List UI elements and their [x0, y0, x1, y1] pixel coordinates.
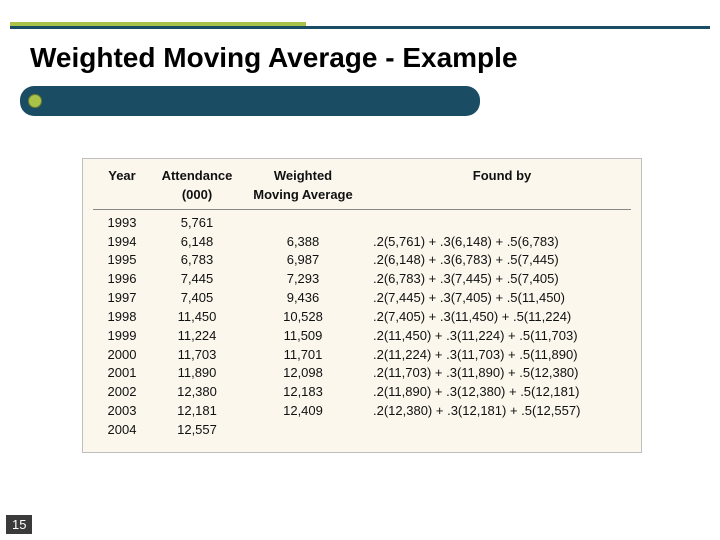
col-attendance: Attendance(000) — [151, 167, 243, 210]
cell-year: 1993 — [93, 214, 151, 233]
cell-year: 1999 — [93, 327, 151, 346]
cell-year: 1996 — [93, 270, 151, 289]
table-row: 19977,4059,436.2(7,445) + .3(7,405) + .5… — [93, 289, 631, 308]
cell-attendance: 11,450 — [151, 308, 243, 327]
col-wma: WeightedMoving Average — [243, 167, 363, 210]
cell-wma: 11,509 — [243, 327, 363, 346]
cell-year: 2000 — [93, 346, 151, 365]
table-row: 199811,45010,528.2(7,405) + .3(11,450) +… — [93, 308, 631, 327]
cell-year: 1998 — [93, 308, 151, 327]
data-table: Year Attendance(000) WeightedMoving Aver… — [82, 158, 642, 438]
col-foundby: Found by — [363, 167, 631, 210]
col-year: Year — [93, 167, 151, 210]
table-row: 199911,22411,509.2(11,450) + .3(11,224) … — [93, 327, 631, 346]
page-number: 15 — [6, 515, 32, 534]
cell-foundby — [363, 421, 631, 440]
cell-year: 2003 — [93, 402, 151, 421]
table-row: 200412,557 — [93, 421, 631, 440]
cell-year: 1994 — [93, 233, 151, 252]
cell-wma: 10,528 — [243, 308, 363, 327]
slide: Weighted Moving Average - Example Year A… — [0, 0, 720, 540]
cell-attendance: 5,761 — [151, 214, 243, 233]
cell-wma — [243, 214, 363, 233]
cell-foundby: .2(7,405) + .3(11,450) + .5(11,224) — [363, 308, 631, 327]
cell-foundby: .2(11,450) + .3(11,224) + .5(11,703) — [363, 327, 631, 346]
table-header: Year Attendance(000) WeightedMoving Aver… — [93, 167, 631, 210]
cell-attendance: 11,703 — [151, 346, 243, 365]
cell-wma: 12,409 — [243, 402, 363, 421]
cell-attendance: 7,405 — [151, 289, 243, 308]
cell-attendance: 7,445 — [151, 270, 243, 289]
cell-year: 2002 — [93, 383, 151, 402]
title-bar — [20, 86, 480, 116]
cell-foundby: .2(11,890) + .3(12,380) + .5(12,181) — [363, 383, 631, 402]
col-label: Found by — [473, 168, 532, 183]
cell-wma: 6,987 — [243, 251, 363, 270]
cell-year: 2001 — [93, 364, 151, 383]
cell-wma: 6,388 — [243, 233, 363, 252]
cell-wma: 9,436 — [243, 289, 363, 308]
col-label: Year — [108, 168, 135, 183]
table-row: 19967,4457,293.2(6,783) + .3(7,445) + .5… — [93, 270, 631, 289]
cell-year: 2004 — [93, 421, 151, 440]
top-rule — [10, 26, 710, 29]
cell-foundby: .2(7,445) + .3(7,405) + .5(11,450) — [363, 289, 631, 308]
table-row: 200312,18112,409.2(12,380) + .3(12,181) … — [93, 402, 631, 421]
cell-wma: 11,701 — [243, 346, 363, 365]
cell-foundby — [363, 214, 631, 233]
cell-attendance: 11,890 — [151, 364, 243, 383]
table-row: 200011,70311,701.2(11,224) + .3(11,703) … — [93, 346, 631, 365]
cell-attendance: 11,224 — [151, 327, 243, 346]
cell-year: 1995 — [93, 251, 151, 270]
cell-foundby: .2(6,148) + .3(6,783) + .5(7,445) — [363, 251, 631, 270]
cell-wma: 12,098 — [243, 364, 363, 383]
bullet-dot-icon — [28, 94, 42, 108]
cell-foundby: .2(12,380) + .3(12,181) + .5(12,557) — [363, 402, 631, 421]
cell-attendance: 12,557 — [151, 421, 243, 440]
cell-wma: 12,183 — [243, 383, 363, 402]
table-body: 19935,76119946,1486,388.2(5,761) + .3(6,… — [93, 214, 631, 440]
cell-foundby: .2(5,761) + .3(6,148) + .5(6,783) — [363, 233, 631, 252]
cell-foundby: .2(11,703) + .3(11,890) + .5(12,380) — [363, 364, 631, 383]
cell-wma — [243, 421, 363, 440]
cell-attendance: 12,181 — [151, 402, 243, 421]
cell-attendance: 6,148 — [151, 233, 243, 252]
table-row: 19946,1486,388.2(5,761) + .3(6,148) + .5… — [93, 233, 631, 252]
cell-wma: 7,293 — [243, 270, 363, 289]
cell-attendance: 12,380 — [151, 383, 243, 402]
table-row: 19956,7836,987.2(6,148) + .3(6,783) + .5… — [93, 251, 631, 270]
cell-attendance: 6,783 — [151, 251, 243, 270]
page-title: Weighted Moving Average - Example — [30, 42, 518, 74]
cell-foundby: .2(6,783) + .3(7,445) + .5(7,405) — [363, 270, 631, 289]
cell-year: 1997 — [93, 289, 151, 308]
cell-foundby: .2(11,224) + .3(11,703) + .5(11,890) — [363, 346, 631, 365]
table-row: 200212,38012,183.2(11,890) + .3(12,380) … — [93, 383, 631, 402]
table-row: 200111,89012,098.2(11,703) + .3(11,890) … — [93, 364, 631, 383]
table-inner: Year Attendance(000) WeightedMoving Aver… — [82, 158, 642, 453]
table-row: 19935,761 — [93, 214, 631, 233]
